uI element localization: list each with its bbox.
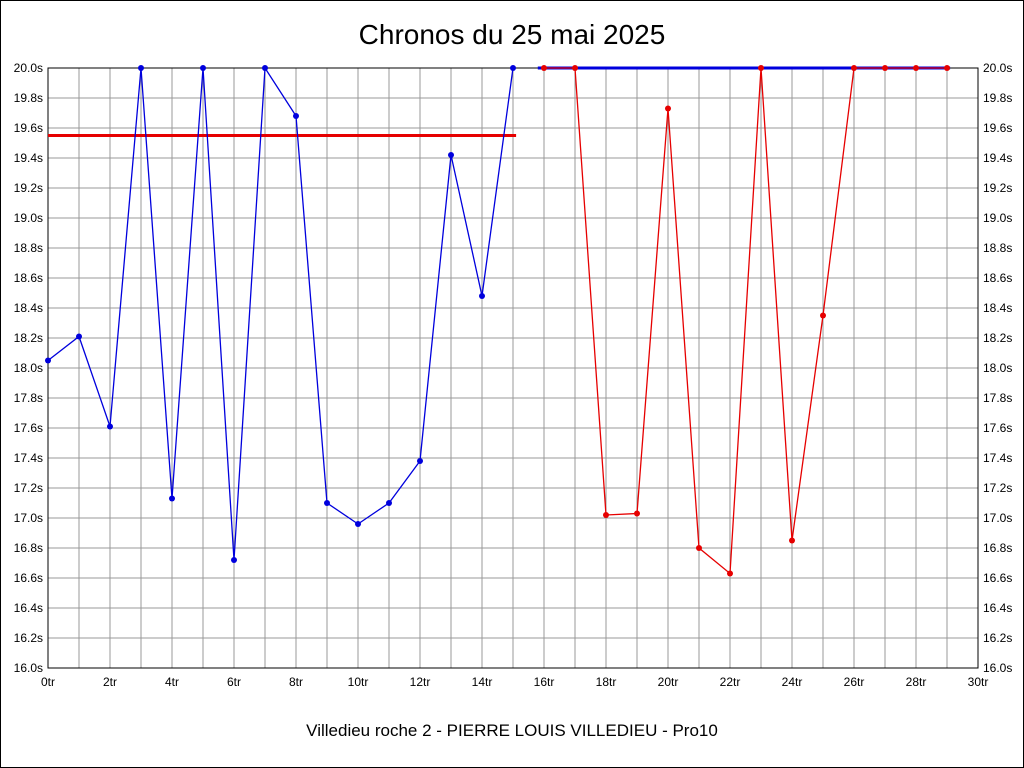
y-tick-label-right: 19.8s: [983, 91, 1012, 105]
chart-title: Chronos du 25 mai 2025: [358, 19, 666, 50]
y-tick-label-right: 17.0s: [983, 511, 1012, 525]
red-rider-laps-point: [727, 570, 733, 577]
y-tick-label-right: 16.0s: [983, 661, 1012, 675]
y-tick-label-right: 20.0s: [983, 61, 1012, 75]
x-tick-label: 18tr: [596, 675, 617, 689]
red-rider-laps-point: [634, 510, 640, 517]
red-rider-laps-point: [541, 65, 547, 71]
y-tick-label-left: 20.0s: [14, 61, 43, 75]
blue-rider-laps-point: [386, 500, 392, 506]
y-tick-label-right: 19.0s: [983, 211, 1012, 225]
chart-footer-caption: Villedieu roche 2 - PIERRE LOUIS VILLEDI…: [306, 721, 718, 740]
y-tick-label-right: 19.2s: [983, 181, 1012, 195]
y-tick-label-left: 19.2s: [14, 181, 43, 195]
y-tick-label-right: 18.8s: [983, 241, 1012, 255]
x-tick-label: 10tr: [348, 675, 369, 689]
x-tick-label: 28tr: [906, 675, 927, 689]
blue-rider-laps-point: [479, 293, 485, 299]
y-tick-label-right: 18.6s: [983, 271, 1012, 285]
y-tick-label-left: 18.2s: [14, 331, 43, 345]
blue-rider-laps-point: [138, 65, 144, 71]
blue-rider-laps-line: [47, 65, 514, 561]
red-rider-laps-point: [882, 65, 888, 71]
y-tick-label-left: 17.6s: [14, 421, 43, 435]
red-rider-laps-point: [820, 312, 826, 319]
y-tick-label-right: 16.8s: [983, 541, 1012, 555]
y-tick-label-right: 17.4s: [983, 451, 1012, 465]
y-tick-label-right: 19.6s: [983, 121, 1012, 135]
red-rider-laps-point: [758, 65, 764, 71]
y-tick-label-left: 19.6s: [14, 121, 43, 135]
y-tick-label-left: 19.8s: [14, 91, 43, 105]
x-tick-label: 24tr: [782, 675, 803, 689]
blue-rider-laps-point: [45, 357, 51, 364]
x-tick-label: 16tr: [534, 675, 555, 689]
y-tick-label-right: 18.2s: [983, 331, 1012, 345]
y-tick-label-left: 17.0s: [14, 511, 43, 525]
red-rider-laps-point: [851, 65, 857, 71]
y-tick-label-right: 18.4s: [983, 301, 1012, 315]
y-tick-label-left: 16.6s: [14, 571, 43, 585]
blue-rider-laps-point: [231, 557, 237, 563]
y-tick-label-left: 18.0s: [14, 361, 43, 375]
blue-rider-laps-point: [293, 113, 299, 119]
y-tick-label-right: 18.0s: [983, 361, 1012, 375]
x-tick-label: 2tr: [103, 675, 117, 689]
x-tick-label: 8tr: [289, 675, 303, 689]
red-rider-laps-point: [665, 105, 671, 112]
blue-rider-laps-point: [262, 65, 268, 71]
red-rider-laps-point: [944, 65, 950, 71]
y-tick-label-right: 17.6s: [983, 421, 1012, 435]
red-rider-laps-line: [544, 67, 947, 575]
blue-rider-laps-point: [417, 458, 423, 464]
red-rider-laps-point: [696, 545, 702, 551]
y-tick-label-left: 18.6s: [14, 271, 43, 285]
red-rider-laps-point: [913, 65, 919, 71]
y-tick-label-left: 16.8s: [14, 541, 43, 555]
x-tick-label: 26tr: [844, 675, 865, 689]
y-tick-label-right: 16.6s: [983, 571, 1012, 585]
y-tick-label-left: 19.0s: [14, 211, 43, 225]
red-rider-laps-point: [603, 512, 609, 518]
blue-rider-laps-point: [355, 521, 361, 527]
x-tick-label: 20tr: [658, 675, 679, 689]
red-rider-laps-point: [572, 65, 578, 71]
x-tick-label: 4tr: [165, 675, 179, 689]
x-tick-label: 0tr: [41, 675, 55, 689]
y-tick-label-left: 19.4s: [14, 151, 43, 165]
y-tick-label-left: 17.8s: [14, 391, 43, 405]
blue-rider-laps-point: [169, 495, 175, 502]
x-tick-label: 22tr: [720, 675, 741, 689]
y-tick-label-left: 16.0s: [14, 661, 43, 675]
y-tick-label-left: 18.8s: [14, 241, 43, 255]
blue-rider-laps-point: [107, 423, 113, 430]
x-tick-label: 12tr: [410, 675, 431, 689]
y-tick-label-right: 16.2s: [983, 631, 1012, 645]
y-tick-label-right: 16.4s: [983, 601, 1012, 615]
red-rider-laps-point: [789, 537, 795, 544]
y-tick-label-left: 17.4s: [14, 451, 43, 465]
x-tick-label: 30tr: [968, 675, 989, 689]
x-tick-label: 14tr: [472, 675, 493, 689]
blue-rider-laps-point: [76, 333, 82, 340]
y-tick-label-right: 17.2s: [983, 481, 1012, 495]
x-tick-label: 6tr: [227, 675, 241, 689]
y-tick-label-left: 16.4s: [14, 601, 43, 615]
y-tick-label-right: 17.8s: [983, 391, 1012, 405]
blue-rider-laps-point: [324, 500, 330, 506]
blue-rider-laps-point: [448, 152, 454, 158]
blue-rider-laps-point: [200, 65, 206, 71]
y-tick-label-left: 16.2s: [14, 631, 43, 645]
y-tick-label-right: 19.4s: [983, 151, 1012, 165]
blue-rider-laps-point: [510, 65, 516, 71]
y-tick-label-left: 18.4s: [14, 301, 43, 315]
y-tick-label-left: 17.2s: [14, 481, 43, 495]
